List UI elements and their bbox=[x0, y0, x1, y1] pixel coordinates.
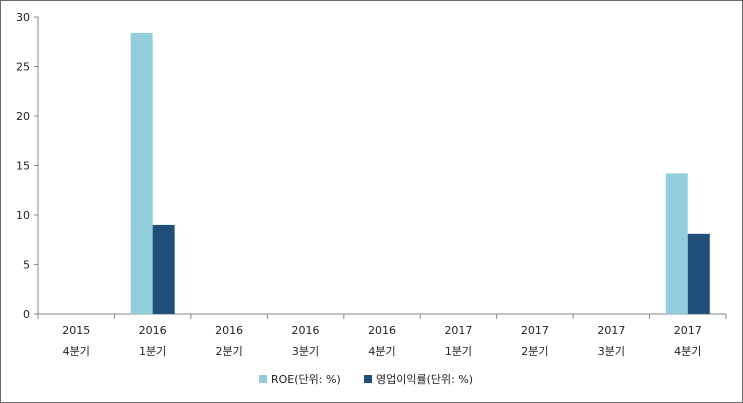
y-tick-label: 25 bbox=[16, 61, 30, 74]
legend-label: ROE(단위: %) bbox=[271, 373, 341, 386]
y-tick-label: 0 bbox=[23, 308, 30, 321]
x-tick-label-year: 2016 bbox=[215, 324, 243, 337]
x-tick-label-year: 2015 bbox=[62, 324, 90, 337]
bar-roe bbox=[130, 32, 153, 315]
bar-operating-margin bbox=[687, 233, 710, 314]
y-tick-label: 15 bbox=[16, 160, 30, 173]
legend-swatch bbox=[259, 375, 267, 383]
x-tick-label-year: 2017 bbox=[444, 324, 472, 337]
x-tick-label-quarter: 2분기 bbox=[215, 345, 242, 358]
x-tick-label-quarter: 3분기 bbox=[598, 345, 625, 358]
legend: ROE(단위: %) 영업이익률(단위: %) bbox=[259, 373, 473, 386]
legend-swatch bbox=[364, 375, 372, 383]
x-tick-label-quarter: 1분기 bbox=[139, 345, 166, 358]
y-tick-label: 10 bbox=[16, 209, 30, 222]
y-tick-label: 20 bbox=[16, 110, 30, 123]
y-tick-label: 30 bbox=[16, 11, 30, 24]
x-tick-label-year: 2016 bbox=[368, 324, 396, 337]
x-tick-label-year: 2016 bbox=[292, 324, 320, 337]
bar-roe bbox=[665, 173, 688, 314]
x-tick-label-quarter: 4분기 bbox=[674, 345, 701, 358]
x-tick-label-quarter: 2분기 bbox=[521, 345, 548, 358]
x-tick-label-quarter: 1분기 bbox=[445, 345, 472, 358]
legend-label: 영업이익률(단위: %) bbox=[376, 373, 473, 386]
y-tick-label: 5 bbox=[23, 259, 30, 272]
x-tick-label-quarter: 3분기 bbox=[292, 345, 319, 358]
x-tick-label-year: 2017 bbox=[597, 324, 625, 337]
x-tick-label-quarter: 4분기 bbox=[63, 345, 90, 358]
x-tick-label-year: 2017 bbox=[521, 324, 549, 337]
plot-area: 0 5 10 15 20 25 30 2015 4분기 2016 1분기 2016 2분기 2016 3분기… bbox=[16, 11, 727, 358]
x-tick-label-year: 2017 bbox=[674, 324, 702, 337]
x-tick-label-year: 2016 bbox=[139, 324, 167, 337]
bar-operating-margin bbox=[152, 224, 175, 314]
x-tick-label-quarter: 4분기 bbox=[368, 345, 395, 358]
